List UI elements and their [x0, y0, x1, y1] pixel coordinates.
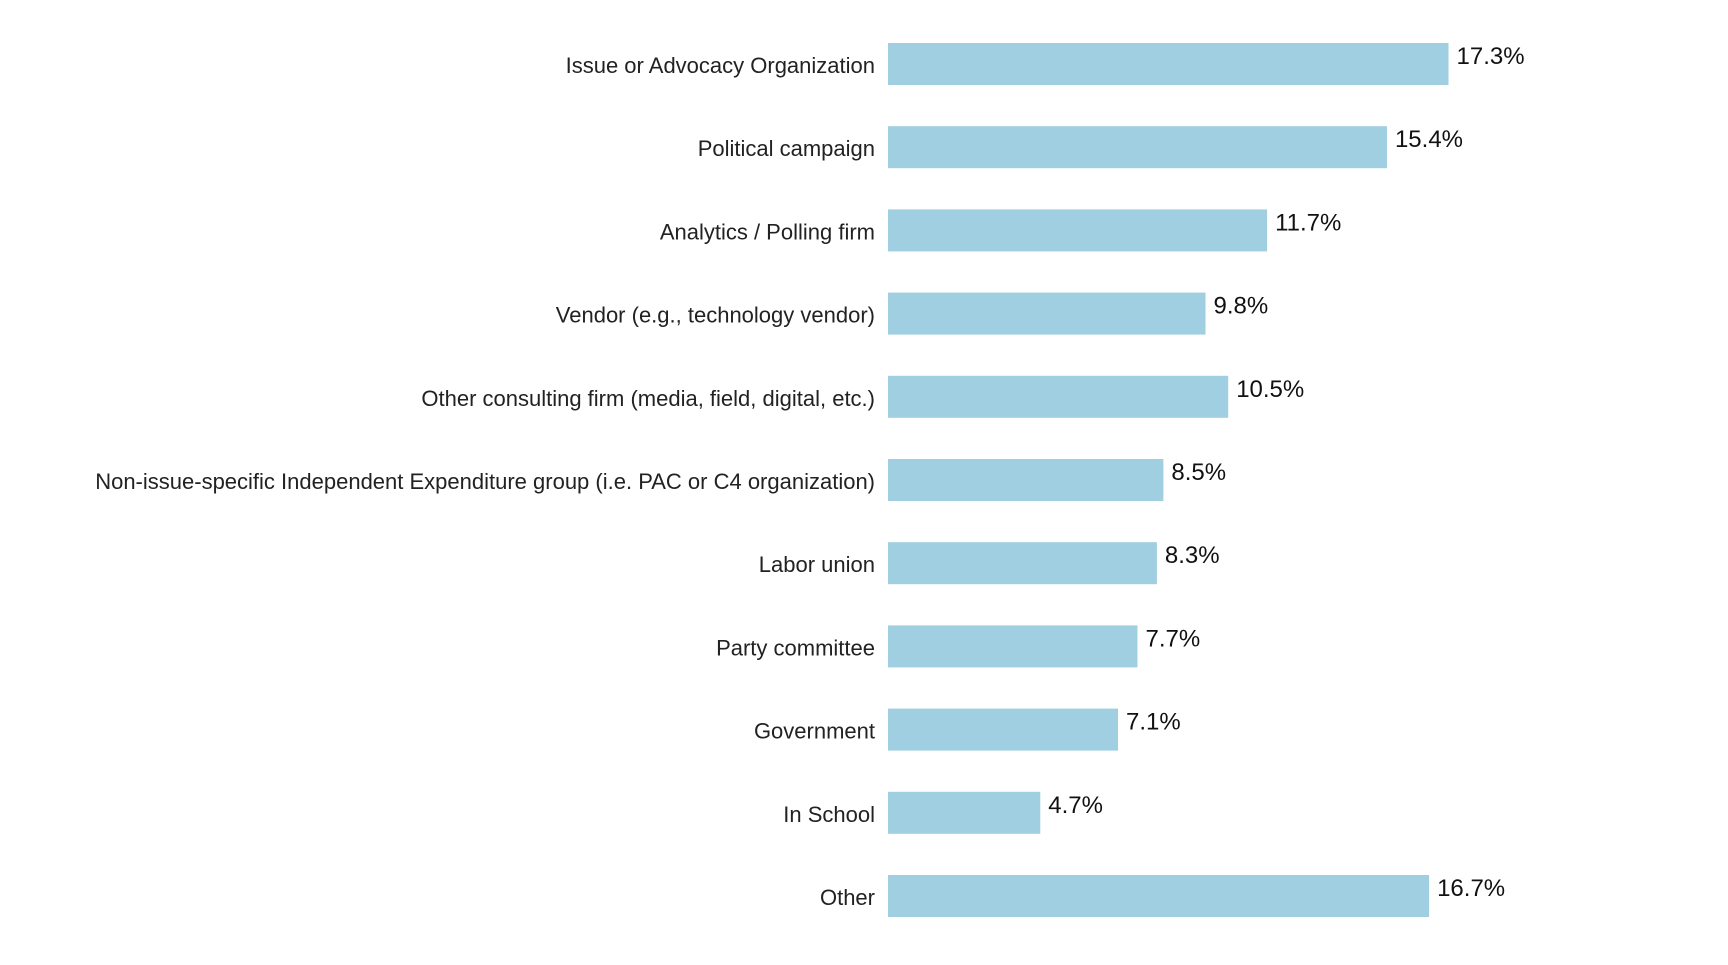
bar [888, 625, 1138, 668]
category-label: Issue or Advocacy Organization [566, 53, 875, 78]
value-label: 8.3% [1165, 542, 1220, 569]
bar [888, 875, 1430, 917]
category-label: Labor union [759, 552, 875, 577]
category-label: In School [783, 802, 875, 827]
category-label: Vendor (e.g., technology vendor) [556, 303, 875, 328]
bar [888, 542, 1157, 585]
value-label: 11.7% [1275, 209, 1341, 236]
bar [888, 126, 1387, 169]
value-label: 17.3% [1457, 43, 1525, 70]
bars-layer [888, 43, 1449, 917]
category-label: Political campaign [698, 136, 875, 161]
category-label: Other consulting firm (media, field, dig… [421, 386, 875, 411]
category-label: Party committee [716, 635, 875, 660]
bar [888, 375, 1229, 418]
value-label: 7.7% [1145, 625, 1200, 652]
value-label: 15.4% [1395, 126, 1463, 153]
value-label: 10.5% [1236, 376, 1304, 403]
category-label: Analytics / Polling firm [660, 219, 875, 244]
bar [888, 43, 1449, 85]
value-label: 9.8% [1214, 293, 1269, 320]
value-label: 4.7% [1048, 792, 1103, 819]
bar [888, 209, 1268, 252]
category-label: Other [820, 885, 875, 910]
category-labels-layer: Issue or Advocacy Organization Political … [95, 53, 875, 910]
bar [888, 292, 1206, 335]
bar [888, 459, 1164, 501]
value-label: 16.7% [1437, 875, 1505, 902]
category-label: Non-issue-specific Independent Expenditu… [95, 469, 875, 494]
value-label: 7.1% [1126, 709, 1181, 736]
bar [888, 708, 1119, 751]
category-label: Government [754, 719, 875, 744]
value-label: 8.5% [1171, 459, 1226, 486]
value-labels-layer: 17.3% 15.4% 11.7% 9.8% 10.5% 8.5% 8.3% 7.7% 7.1%… [1048, 43, 1524, 902]
bar [888, 791, 1041, 834]
